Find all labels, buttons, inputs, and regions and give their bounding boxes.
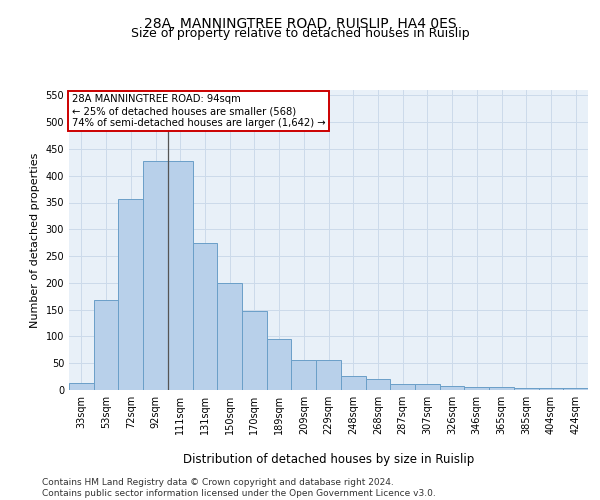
- Bar: [168, 161, 193, 390]
- Text: 28A MANNINGTREE ROAD: 94sqm
← 25% of detached houses are smaller (568)
74% of se: 28A MANNINGTREE ROAD: 94sqm ← 25% of det…: [71, 94, 325, 128]
- Bar: [292, 360, 316, 390]
- Bar: [217, 283, 242, 390]
- Text: 28A, MANNINGTREE ROAD, RUISLIP, HA4 0ES: 28A, MANNINGTREE ROAD, RUISLIP, HA4 0ES: [143, 18, 457, 32]
- Text: Distribution of detached houses by size in Ruislip: Distribution of detached houses by size …: [183, 452, 475, 466]
- Bar: [193, 242, 217, 390]
- Bar: [390, 384, 415, 390]
- Bar: [539, 388, 563, 390]
- Bar: [316, 360, 341, 390]
- Bar: [464, 388, 489, 390]
- Bar: [514, 388, 539, 390]
- Bar: [415, 384, 440, 390]
- Bar: [118, 198, 143, 390]
- Bar: [365, 380, 390, 390]
- Bar: [242, 310, 267, 390]
- Bar: [341, 376, 365, 390]
- Bar: [489, 388, 514, 390]
- Y-axis label: Number of detached properties: Number of detached properties: [30, 152, 40, 328]
- Bar: [143, 160, 168, 390]
- Bar: [69, 383, 94, 390]
- Text: Size of property relative to detached houses in Ruislip: Size of property relative to detached ho…: [131, 28, 469, 40]
- Text: Contains HM Land Registry data © Crown copyright and database right 2024.
Contai: Contains HM Land Registry data © Crown c…: [42, 478, 436, 498]
- Bar: [267, 338, 292, 390]
- Bar: [563, 388, 588, 390]
- Bar: [94, 300, 118, 390]
- Bar: [440, 386, 464, 390]
